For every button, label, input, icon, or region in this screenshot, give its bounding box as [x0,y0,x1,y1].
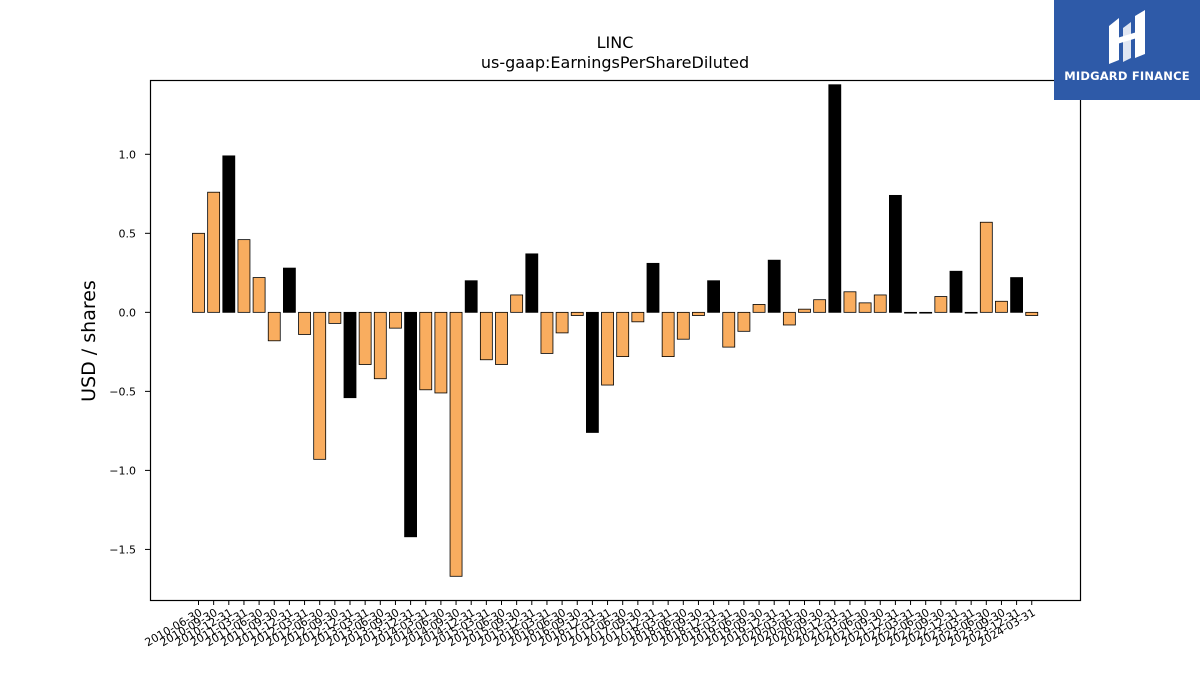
bar-2014-09-30 [449,311,463,577]
y-tick-label: 0.0 [119,306,137,319]
bar-2016-06-30 [555,311,569,334]
bars-group [192,84,1039,577]
bar-2016-12-31 [586,311,599,433]
bar-2012-06-30 [313,311,327,460]
bar-2021-09-30 [873,294,887,313]
bar-2013-09-30 [389,311,402,329]
bar-2017-12-31 [646,262,660,313]
bar-2020-09-30 [813,299,827,313]
bar-2020-12-31 [828,84,842,313]
bar-2013-12-31 [404,311,418,538]
y-tick-label: 1.0 [119,148,137,161]
bar-2021-03-31 [843,291,857,313]
bar-2011-03-31 [237,239,251,313]
bar-2014-06-30 [434,311,448,394]
bar-2018-09-30 [692,311,705,316]
y-axis-ticks: 1.0 0.5 0.0 −0.5 −1.0 −1.5 [109,148,150,556]
bar-2011-09-30 [267,311,281,342]
bar-2015-06-30 [495,311,508,365]
bar-2024-03-31 [1025,311,1039,316]
bar-2012-09-30 [328,311,342,324]
bar-2011-12-31 [282,267,296,313]
plot-frame [149,79,1082,602]
bar-2013-03-31 [358,311,372,365]
bar-2015-12-31 [525,253,539,313]
bar-2010-12-31 [222,155,236,313]
y-tick-label: 0.5 [119,227,137,240]
y-tick-label: −0.5 [109,385,136,398]
bar-2013-06-30 [373,311,387,380]
bar-2023-12-31 [1010,277,1023,313]
bar-2018-03-31 [661,311,675,357]
bar-2020-06-30 [798,308,811,313]
bar-2019-09-30 [752,304,766,313]
bar-2022-03-31 [904,311,917,314]
bar-2012-03-31 [298,311,311,335]
bar-2022-06-30 [919,311,933,314]
y-tick-label: −1.5 [109,543,136,556]
x-axis-ticks: 2010-06-302010-09-302010-12-312011-03-31… [143,600,1038,649]
bar-2023-09-30 [995,300,1008,313]
bar-2019-12-31 [767,259,781,313]
bar-2021-06-30 [858,302,872,313]
midgard-logo-icon [1109,10,1145,64]
bar-2022-09-30 [934,296,948,313]
chart-title: LINC [597,33,634,52]
bar-2017-06-30 [616,311,630,357]
bar-2010-06-30 [192,232,205,313]
chart-subtitle: us-gaap:EarningsPerShareDiluted [481,53,749,72]
bar-2012-12-31 [343,311,357,399]
bar-2011-06-30 [252,277,266,313]
bar-2023-06-30 [979,221,993,313]
bar-2017-09-30 [631,311,645,323]
bar-2015-03-31 [479,311,493,361]
bar-2018-12-31 [707,280,720,313]
bar-2018-06-30 [676,311,690,340]
y-axis-label: USD / shares [78,280,100,402]
bar-2014-03-31 [419,311,433,391]
bar-2019-06-30 [737,311,751,332]
y-tick-label: −1.0 [109,464,136,477]
bar-2016-09-30 [570,311,584,316]
bar-2021-12-31 [889,194,902,313]
bar-2020-03-31 [782,311,796,326]
bar-2017-03-31 [601,311,614,386]
bar-2023-03-31 [964,311,978,314]
bar-2010-09-30 [207,191,221,313]
bar-2014-12-31 [464,280,478,313]
bar-2022-12-31 [949,270,963,313]
bar-2019-03-31 [722,311,736,348]
midgard-finance-logo: MIDGARD FINANCE [1054,0,1200,100]
bar-2016-03-31 [540,311,554,354]
bar-2015-09-30 [510,294,524,313]
brand-name: MIDGARD FINANCE [1064,69,1190,83]
